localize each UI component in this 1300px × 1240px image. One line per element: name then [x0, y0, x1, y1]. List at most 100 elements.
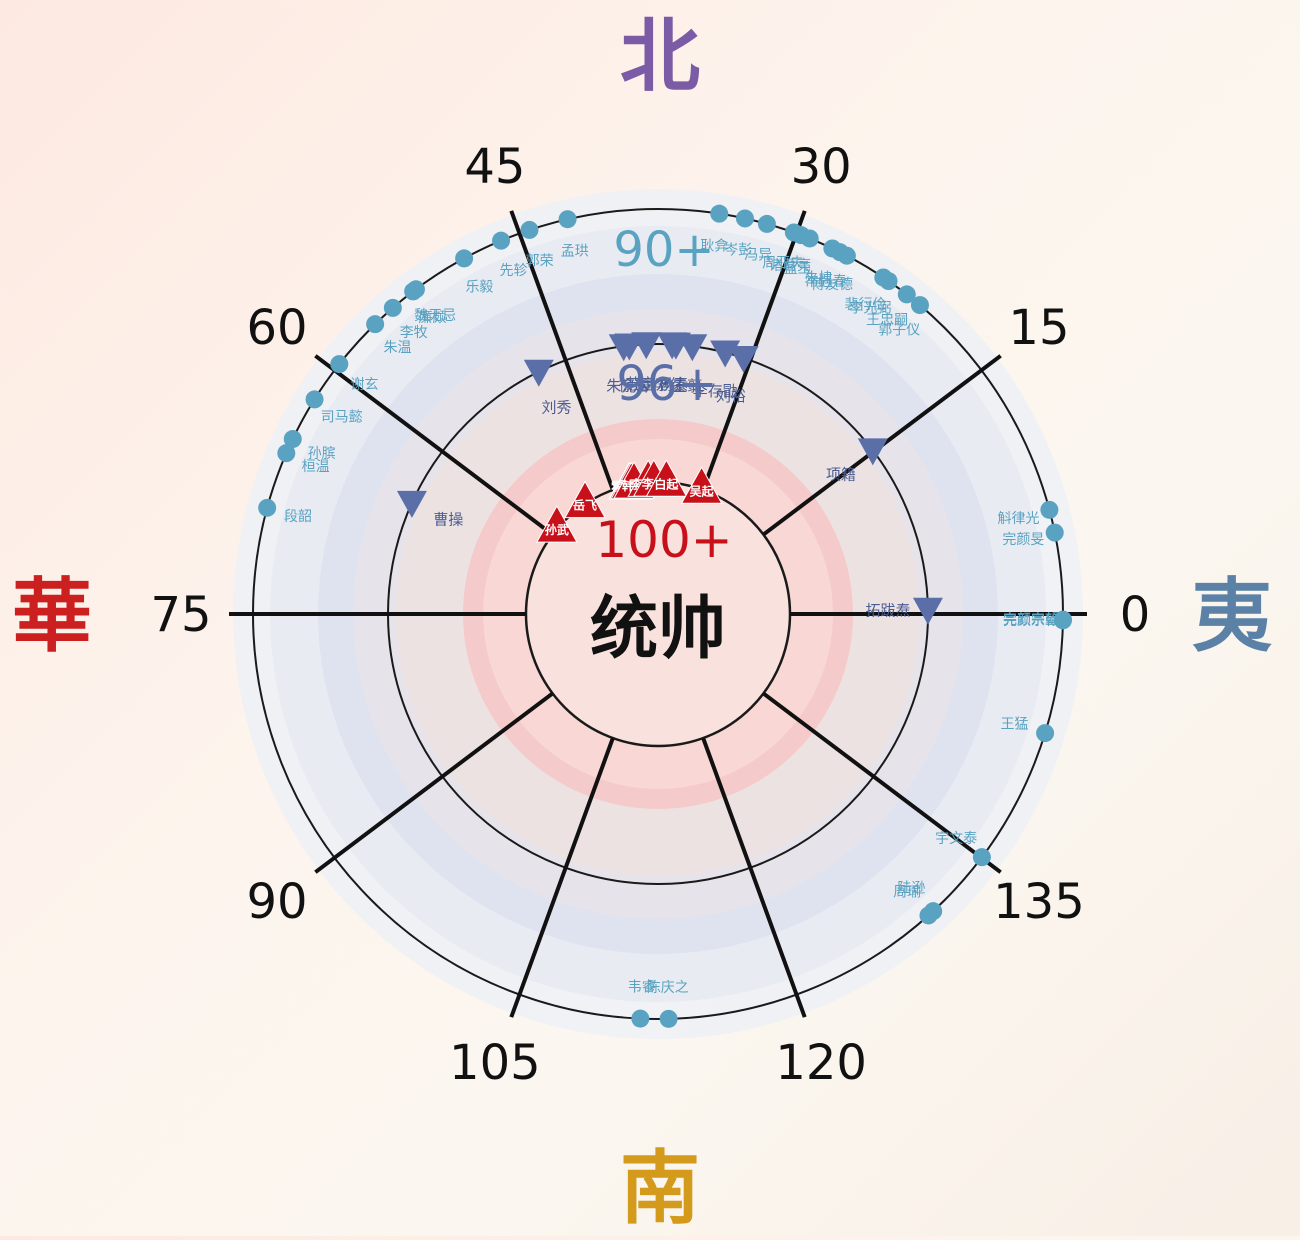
commander-name-outer: 冯异 — [744, 248, 772, 264]
commander-name-inner: 岳飞 — [573, 498, 597, 513]
commander-marker-middle — [523, 359, 554, 387]
commander-name-outer: 完颜旻 — [1002, 532, 1044, 548]
commander-name-middle: 拓跋焘 — [865, 601, 910, 619]
commander-marker-outer — [757, 214, 776, 233]
commander-marker-outer — [455, 249, 474, 268]
commander-name-middle: 李绩 — [655, 375, 685, 393]
commander-name-outer: 王猛 — [1001, 717, 1029, 733]
commander-marker-outer — [1036, 724, 1055, 743]
tier-label-middle: 96+ — [616, 356, 717, 412]
angle-label: 135 — [993, 874, 1085, 930]
commander-name-outer: 陈庆之 — [647, 979, 689, 996]
commander-marker-outer — [492, 231, 511, 250]
commander-marker-outer — [910, 296, 929, 315]
commander-name-middle: 李存勖 — [693, 382, 738, 400]
commander-name-outer: 朱温 — [383, 340, 411, 356]
angle-label: 0 — [1120, 587, 1151, 643]
commander-name-inner: 吴起 — [690, 483, 715, 498]
commander-marker-outer — [837, 246, 856, 265]
commander-name-outer: 郭子仪 — [878, 322, 920, 339]
commander-name-outer: 李牧 — [400, 325, 428, 341]
commander-marker-outer — [305, 390, 324, 409]
commander-marker-middle — [728, 345, 759, 373]
commander-marker-outer — [404, 282, 423, 301]
commander-marker-outer — [659, 1009, 678, 1028]
commander-name-middle: 刘秀 — [541, 399, 571, 417]
commander-marker-middle — [857, 438, 888, 466]
commander-name-outer: 段韶 — [284, 509, 312, 525]
angle-label: 15 — [1008, 300, 1069, 356]
commander-name-outer: 岑彭 — [724, 243, 752, 259]
commander-name-inner: 白起 — [654, 476, 679, 491]
commander-marker-outer — [366, 315, 385, 334]
commander-name-middle: 徐达 — [619, 376, 649, 394]
commander-name-outer: 裴行俭 — [844, 297, 886, 313]
commander-marker-middle — [677, 334, 708, 362]
commander-marker-outer — [735, 209, 754, 228]
commander-name-outer: 斛律光 — [997, 511, 1039, 527]
commander-name-outer: 谢玄 — [350, 376, 378, 393]
commander-name-outer: 孙膑 — [308, 446, 336, 462]
commander-markers: 孙武岳飞霍去病卫青戚继光韩信李世民李靖白起吴起曹操刘秀朱元璋徐达苏定方李绩杨素王… — [258, 204, 1072, 1028]
commander-marker-outer — [879, 272, 898, 291]
angle-label: 45 — [464, 139, 525, 195]
commander-name-outer: 桓温 — [302, 459, 330, 475]
commander-marker-inner — [564, 480, 606, 519]
commander-name-outer: 司马懿 — [321, 409, 363, 425]
spoke — [314, 354, 554, 537]
direction-north: 北 — [620, 10, 700, 103]
tier-label-outer: 90+ — [613, 222, 714, 278]
angle-label: 75 — [150, 587, 211, 643]
commander-marker-outer — [710, 204, 729, 223]
commander-name-outer: 魏无忌 — [414, 308, 456, 324]
angle-label: 60 — [247, 300, 308, 356]
angle-labels: 0 15 30 45 60 75 90 105 120 135 — [150, 139, 1150, 1091]
commander-name-inner: 孙武 — [545, 522, 569, 537]
angle-spokes — [229, 210, 1087, 1018]
commander-name-outer: 诸葛亮 — [769, 257, 811, 274]
commander-name-middle: 王翦 — [672, 377, 702, 395]
commander-name-outer: 朱棣 — [805, 270, 833, 286]
commander-name-middle: 杨素 — [658, 376, 688, 394]
commander-name-middle: 朱元璋 — [606, 377, 651, 395]
commander-marker-outer — [919, 906, 938, 925]
commander-name-outer: 耿弇 — [700, 237, 728, 254]
direction-west: 華 — [12, 570, 92, 663]
commander-marker-outer — [1045, 523, 1064, 542]
commander-marker-middle — [912, 597, 943, 625]
commander-marker-inner — [680, 466, 723, 504]
commander-marker-outer — [1053, 611, 1072, 630]
commander-name-middle: 项籍 — [826, 466, 856, 484]
commander-marker-outer — [277, 444, 296, 463]
commander-name-outer: 宇文泰 — [935, 831, 977, 847]
commander-name-middle: 曹操 — [433, 510, 463, 528]
commander-name-middle: 苏定方 — [625, 375, 670, 393]
commander-marker-outer — [383, 298, 402, 317]
commander-marker-outer — [283, 430, 302, 449]
commander-name-outer: 周亚夫 — [762, 256, 804, 272]
tier-label-inner: 100+ — [595, 511, 732, 569]
commander-marker-outer — [972, 848, 991, 867]
commander-marker-outer — [558, 210, 577, 229]
commander-marker-outer — [800, 229, 819, 248]
commander-name-outer: 蓝玉 — [784, 261, 812, 277]
commander-name-outer: 傅友德 — [811, 277, 853, 293]
commander-marker-outer — [1040, 500, 1059, 519]
commander-name-outer: 韦睿 — [628, 980, 656, 996]
angle-label: 120 — [775, 1035, 867, 1091]
commander-marker-outer — [330, 355, 349, 374]
commander-name-outer: 周瑜 — [893, 885, 921, 901]
commander-marker-outer — [897, 285, 916, 304]
center-title: 统帅 — [590, 590, 726, 669]
angle-label: 105 — [449, 1035, 541, 1091]
commander-name-outer: 郭荣 — [526, 252, 554, 269]
commander-name-outer: 陆逊 — [897, 881, 925, 897]
commander-name-outer: 王忠嗣 — [866, 313, 908, 329]
commander-marker-inner — [645, 459, 688, 497]
commander-marker-outer — [520, 220, 539, 239]
commander-name-outer: 乐毅 — [465, 279, 493, 296]
spoke — [762, 691, 1002, 874]
commander-name-outer: 完颜宗望 — [1003, 612, 1059, 628]
